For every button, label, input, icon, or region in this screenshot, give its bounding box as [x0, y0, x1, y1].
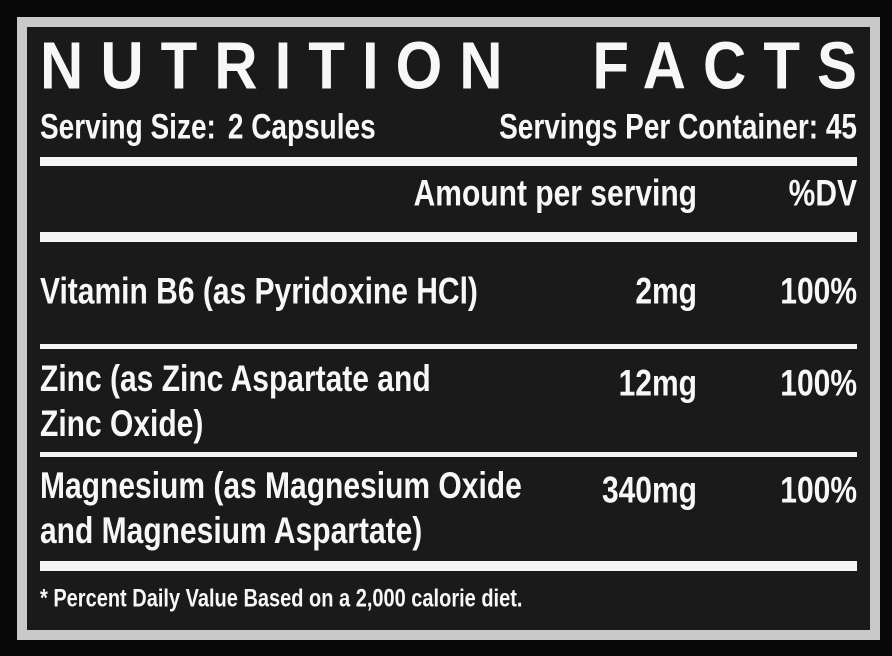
ingredient-amount: 12mg — [618, 362, 697, 404]
divider-thin — [40, 344, 857, 349]
table-header-row: Amount per serving %DV — [40, 172, 857, 216]
ingredient-name-line: and Magnesium Aspartate) — [40, 510, 423, 552]
divider-thick-header — [40, 232, 857, 242]
serving-info-row: Serving Size: 2 Capsules Servings Per Con… — [40, 107, 857, 147]
ingredient-dv: 100% — [780, 362, 857, 404]
serving-size: Serving Size: 2 Capsules — [40, 102, 376, 152]
ingredient-dv: 100% — [780, 469, 857, 511]
table-row: Magnesium (as Magnesium Oxide and Magnes… — [40, 465, 857, 551]
divider-thick-bottom — [40, 561, 857, 571]
column-header-dv: %DV — [788, 172, 857, 214]
column-header-amount: Amount per serving — [413, 172, 697, 214]
serving-size-value: 2 Capsules — [227, 107, 376, 146]
title-word-facts: FACTS — [592, 27, 874, 103]
table-row: Vitamin B6 (as Pyridoxine HCl) 2mg 100% — [40, 271, 857, 312]
ingredient-name: Vitamin B6 (as Pyridoxine HCl) — [40, 270, 557, 315]
ingredient-name-line: Zinc (as Zinc Aspartate and — [40, 358, 431, 400]
ingredient-name-line: Vitamin B6 (as Pyridoxine HCl) — [40, 270, 478, 312]
divider-thin — [40, 452, 857, 457]
table-row: Zinc (as Zinc Aspartate and Zinc Oxide) … — [40, 358, 857, 444]
page-title: NUTRITION FACTS — [40, 32, 857, 99]
divider-thick-top — [40, 157, 857, 166]
ingredient-name: Magnesium (as Magnesium Oxide and Magnes… — [40, 464, 557, 554]
ingredient-amount: 340mg — [601, 469, 697, 511]
servings-per-container: Servings Per Container: 45 — [499, 107, 857, 146]
ingredient-name-line: Zinc Oxide) — [40, 403, 204, 445]
ingredient-name: Zinc (as Zinc Aspartate and Zinc Oxide) — [40, 357, 557, 447]
label-panel: NUTRITION FACTS Serving Size: 2 Capsules … — [17, 17, 880, 640]
daily-value-footnote: * Percent Daily Value Based on a 2,000 c… — [40, 585, 523, 613]
ingredient-name-line: Magnesium (as Magnesium Oxide — [40, 465, 522, 507]
ingredient-dv: 100% — [780, 270, 857, 312]
ingredient-amount: 2mg — [635, 270, 697, 312]
title-word-nutrition: NUTRITION — [40, 27, 520, 103]
serving-size-label: Serving Size: — [40, 107, 216, 146]
